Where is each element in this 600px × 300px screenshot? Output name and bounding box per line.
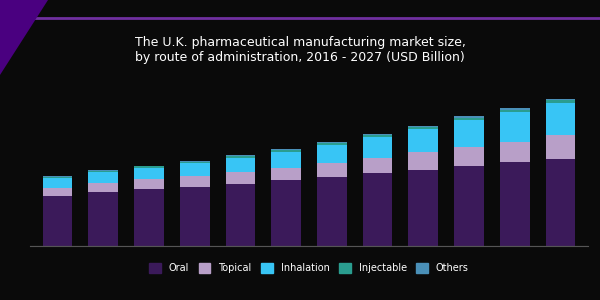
Bar bbox=[500, 110, 530, 112]
Bar bbox=[43, 196, 73, 246]
Bar bbox=[363, 173, 392, 246]
Polygon shape bbox=[0, 0, 48, 75]
Bar bbox=[180, 161, 209, 162]
Bar bbox=[271, 180, 301, 246]
Bar bbox=[43, 178, 73, 188]
Bar bbox=[180, 176, 209, 187]
Bar bbox=[500, 162, 530, 246]
Bar bbox=[500, 142, 530, 162]
Bar bbox=[454, 120, 484, 147]
Bar bbox=[409, 169, 438, 246]
Bar bbox=[226, 158, 255, 172]
Bar bbox=[134, 179, 164, 189]
Bar bbox=[409, 126, 438, 127]
Bar bbox=[363, 137, 392, 158]
Bar bbox=[409, 129, 438, 152]
Bar bbox=[409, 152, 438, 170]
Bar bbox=[226, 155, 255, 156]
Bar bbox=[180, 187, 209, 246]
Bar bbox=[317, 142, 347, 143]
Bar bbox=[88, 172, 118, 183]
Bar bbox=[271, 152, 301, 168]
Bar bbox=[454, 147, 484, 166]
Bar bbox=[271, 168, 301, 180]
Bar bbox=[363, 135, 392, 137]
Bar bbox=[271, 149, 301, 150]
Bar bbox=[409, 127, 438, 129]
Bar bbox=[180, 163, 209, 176]
Bar bbox=[500, 112, 530, 142]
Bar bbox=[88, 192, 118, 246]
Bar bbox=[454, 166, 484, 246]
Bar bbox=[134, 167, 164, 168]
Text: The U.K. pharmaceutical manufacturing market size,
by route of administration, 2: The U.K. pharmaceutical manufacturing ma… bbox=[134, 36, 466, 64]
Bar bbox=[363, 134, 392, 135]
Bar bbox=[545, 99, 575, 100]
Bar bbox=[43, 177, 73, 178]
Bar bbox=[271, 150, 301, 152]
Legend: Oral, Topical, Inhalation, Injectable, Others: Oral, Topical, Inhalation, Injectable, O… bbox=[145, 259, 473, 277]
Bar bbox=[43, 188, 73, 196]
Bar bbox=[226, 156, 255, 158]
Bar bbox=[134, 166, 164, 167]
Bar bbox=[88, 171, 118, 172]
Bar bbox=[43, 176, 73, 177]
Bar bbox=[454, 118, 484, 120]
Bar bbox=[134, 189, 164, 246]
Bar bbox=[180, 162, 209, 163]
Bar bbox=[88, 170, 118, 171]
Bar bbox=[226, 172, 255, 184]
Bar bbox=[363, 158, 392, 173]
Bar bbox=[88, 183, 118, 192]
Bar bbox=[545, 135, 575, 159]
Bar bbox=[545, 103, 575, 135]
Bar bbox=[545, 100, 575, 103]
Bar bbox=[317, 143, 347, 145]
Bar bbox=[134, 168, 164, 179]
Bar bbox=[317, 163, 347, 177]
Bar bbox=[545, 159, 575, 246]
Bar bbox=[500, 108, 530, 110]
Bar bbox=[317, 145, 347, 163]
Bar bbox=[454, 116, 484, 118]
Bar bbox=[317, 177, 347, 246]
Bar bbox=[226, 184, 255, 246]
